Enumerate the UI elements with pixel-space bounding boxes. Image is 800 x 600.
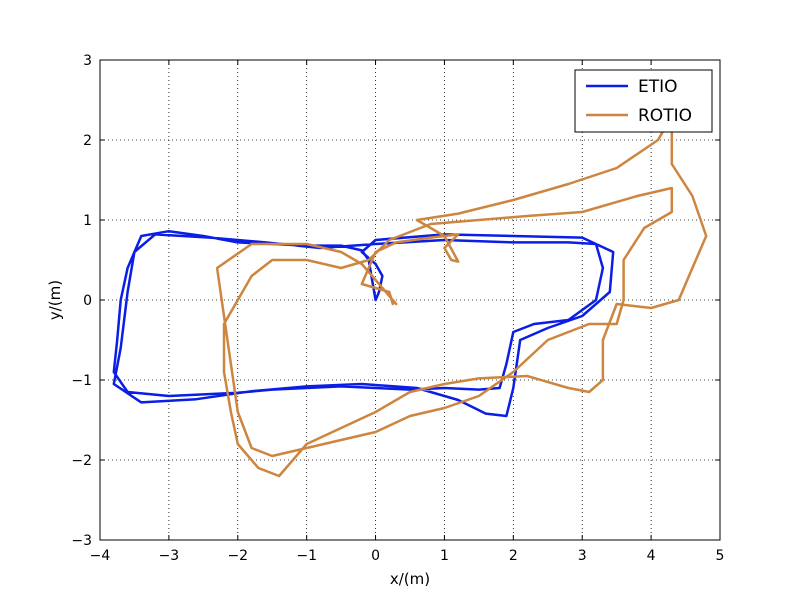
x-tick-label: 3 xyxy=(578,548,587,564)
series-layer xyxy=(112,114,708,478)
y-tick-label: −2 xyxy=(71,453,92,469)
y-tick-label: 1 xyxy=(83,213,92,229)
x-tick-label: −4 xyxy=(90,548,111,564)
y-tick-label: −1 xyxy=(71,373,92,389)
y-axis-label: y/(m) xyxy=(46,280,64,320)
x-tick-label: 2 xyxy=(509,548,518,564)
x-tick-label: 5 xyxy=(716,548,725,564)
x-tick-label: −3 xyxy=(159,548,180,564)
y-tick-label: 3 xyxy=(83,53,92,69)
x-axis-label: x/(m) xyxy=(390,570,430,588)
series-line-rotio xyxy=(215,114,708,478)
y-tick-label: 2 xyxy=(83,133,92,149)
y-tick-label: −3 xyxy=(71,533,92,549)
legend-box xyxy=(574,69,713,133)
x-tick-label: 1 xyxy=(440,548,449,564)
legend-label-etio: ETIO xyxy=(638,77,678,97)
legend: ETIO ROTIO xyxy=(574,69,713,133)
x-tick-label: −1 xyxy=(296,548,317,564)
x-tick-labels: −4 −3 −2 −1 0 1 2 3 4 5 xyxy=(90,548,725,564)
x-tick-label: −2 xyxy=(227,548,248,564)
series-line-etio xyxy=(112,229,615,418)
axis-ticks xyxy=(99,59,721,541)
y-tick-labels: −3 −2 −1 0 1 2 3 xyxy=(71,53,92,549)
x-tick-label: 4 xyxy=(647,548,656,564)
x-tick-label: 0 xyxy=(371,548,380,564)
y-tick-label: 0 xyxy=(83,293,92,309)
legend-label-rotio: ROTIO xyxy=(638,106,692,126)
